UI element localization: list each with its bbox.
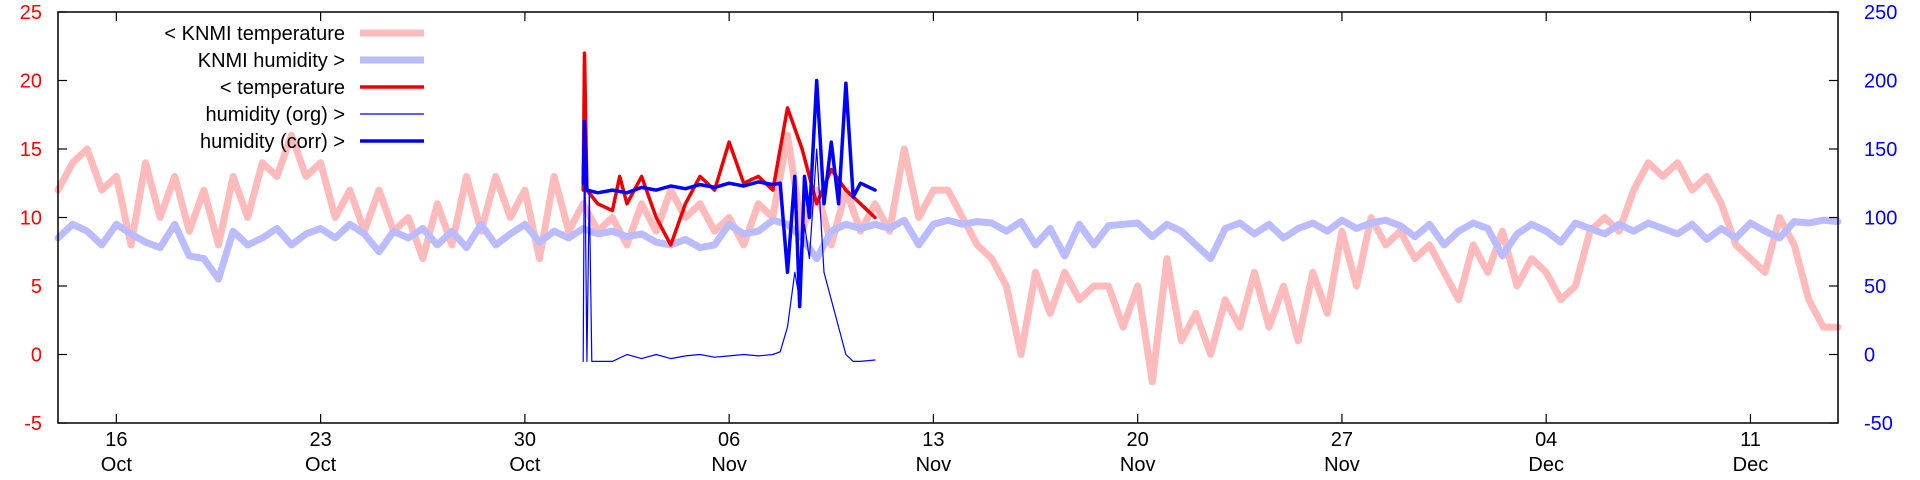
x-tick-day: 30: [514, 429, 536, 451]
x-tick-month: Oct: [305, 454, 337, 476]
legend-label-2: < temperature: [220, 77, 345, 99]
right-tick-label: -50: [1864, 413, 1893, 435]
right-axis: -50 0 50 100 150 200 250: [1864, 2, 1897, 435]
series-line-3: [582, 121, 876, 362]
x-tick-month: Nov: [916, 454, 952, 476]
legend-label-1: KNMI humidity >: [198, 50, 345, 72]
legend: < KNMI temperature KNMI humidity > < tempe…: [164, 23, 424, 153]
left-tick-label: 0: [31, 345, 42, 367]
x-tick-month: Dec: [1733, 454, 1769, 476]
x-tick-month: Nov: [711, 454, 747, 476]
legend-label-0: < KNMI temperature: [164, 23, 345, 45]
legend-label-4: humidity (corr) >: [200, 131, 345, 153]
x-tick-month: Nov: [1120, 454, 1156, 476]
series-line-0: [54, 131, 1842, 386]
x-tick-month: Oct: [101, 454, 133, 476]
x-axis: 16 Oct 23 Oct 30 Oct 06 Nov 13 Nov 20 Nov 27 Nov 04 Dec…: [101, 12, 1768, 476]
x-tick-day: 27: [1331, 429, 1353, 451]
right-tick-label: 250: [1864, 2, 1897, 24]
x-tick-day: 20: [1127, 429, 1149, 451]
x-tick-day: 11: [1740, 429, 1761, 451]
x-tick-day: 23: [309, 429, 331, 451]
series-layer: [54, 51, 1842, 386]
x-tick-day: 13: [922, 429, 944, 451]
x-tick-day: 04: [1535, 429, 1557, 451]
left-tick-label: 25: [20, 2, 42, 24]
x-tick-month: Nov: [1324, 454, 1360, 476]
right-tick-label: 100: [1864, 208, 1897, 230]
series-line-4: [581, 78, 877, 309]
right-tick-label: 150: [1864, 139, 1897, 161]
left-tick-label: -5: [24, 413, 42, 435]
right-tick-label: 0: [1864, 345, 1875, 367]
legend-label-3: humidity (org) >: [206, 104, 346, 126]
x-tick-month: Oct: [509, 454, 541, 476]
x-tick-month: Dec: [1528, 454, 1564, 476]
x-tick-day: 06: [718, 429, 740, 451]
left-axis: -5 0 5 10 15 20 25: [20, 2, 1838, 435]
series-line-1: [54, 216, 1842, 283]
right-tick-label: 200: [1864, 71, 1897, 93]
left-tick-label: 20: [20, 71, 42, 93]
right-tick-label: 50: [1864, 276, 1886, 298]
left-tick-label: 15: [20, 139, 42, 161]
left-tick-label: 10: [20, 208, 42, 230]
x-tick-day: 16: [105, 429, 127, 451]
left-tick-label: 5: [31, 276, 42, 298]
